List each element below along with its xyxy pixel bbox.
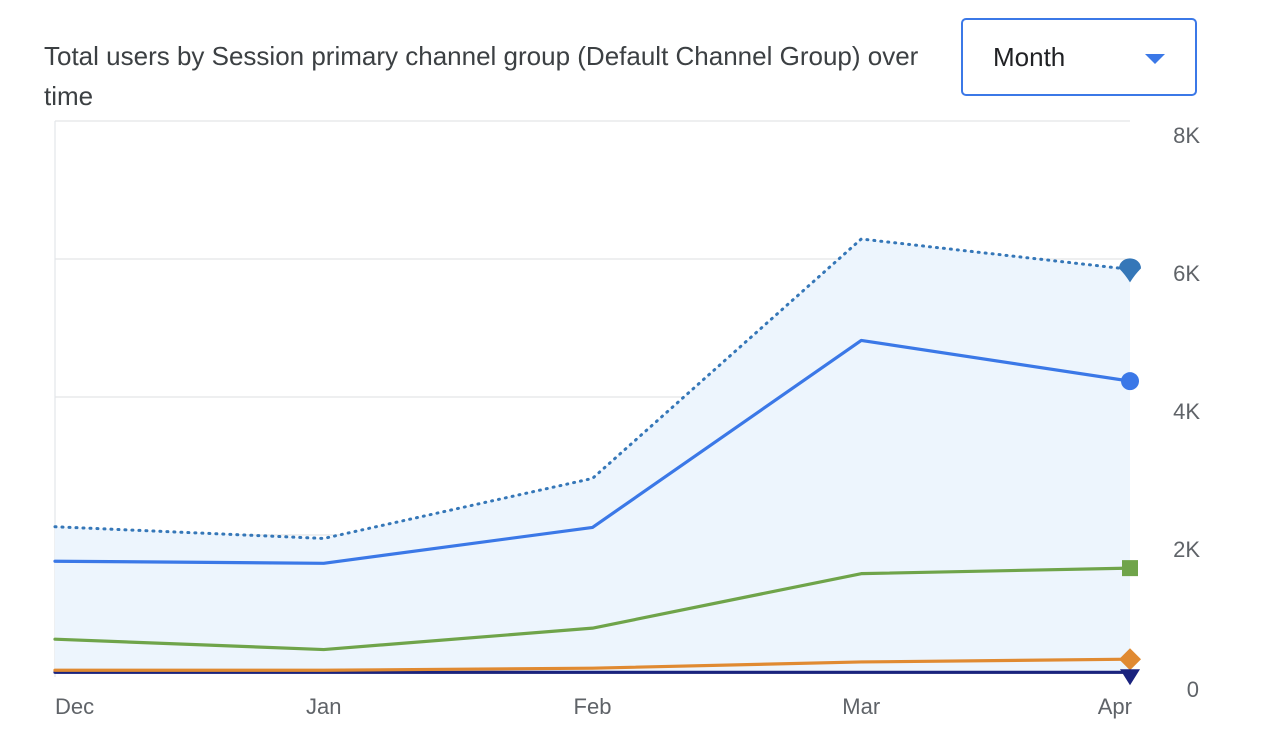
x-tick-label: Mar (842, 694, 880, 719)
x-tick-label: Dec (55, 694, 94, 719)
x-tick-label: Apr (1098, 694, 1132, 719)
series-line-0 (53, 237, 1132, 540)
series-marker-2 (1122, 560, 1138, 577)
series-marker-1 (1121, 372, 1139, 391)
chevron-down-icon (1145, 54, 1165, 64)
period-dropdown-label: Month (993, 42, 1066, 72)
x-tick-label: Jan (306, 694, 341, 719)
series-marker-3 (1119, 648, 1141, 671)
series-line-3 (53, 657, 1132, 672)
series-line-1 (53, 338, 1132, 565)
y-tick-label: 4K (1173, 399, 1200, 424)
series-marker-0 (1119, 258, 1141, 283)
y-tick-label: 2K (1173, 537, 1200, 562)
y-tick-label: 6K (1173, 261, 1200, 286)
area-fill (55, 238, 1130, 674)
x-tick-label: Feb (574, 694, 612, 719)
series-marker-4 (1120, 669, 1140, 686)
series-line-2 (53, 566, 1132, 652)
chart-title: Total users by Session primary channel g… (44, 41, 919, 111)
y-tick-label: 0 (1187, 677, 1199, 702)
period-dropdown[interactable]: Month (961, 18, 1197, 96)
y-tick-label: 8K (1173, 123, 1200, 148)
